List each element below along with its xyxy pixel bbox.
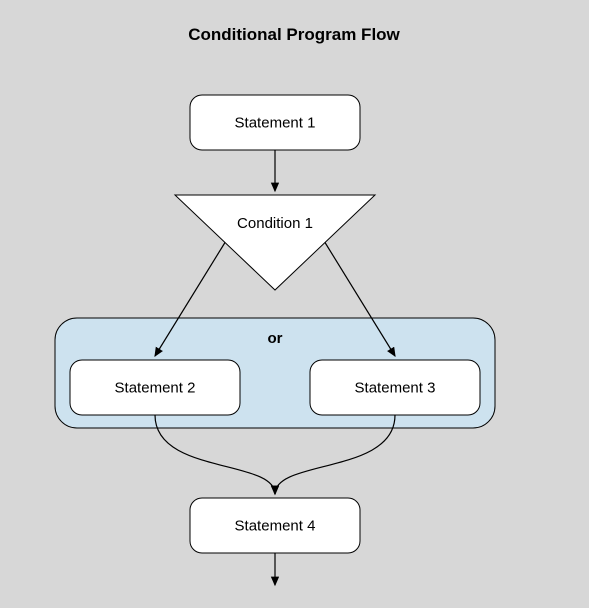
node-statement-4-label: Statement 4 (235, 517, 316, 534)
node-statement-2-label: Statement 2 (115, 379, 196, 396)
node-statement-1-label: Statement 1 (235, 114, 316, 131)
node-condition-1-label: Condition 1 (237, 215, 313, 232)
flowchart-canvas: Conditional Program Flow or Statement 1 … (0, 0, 589, 608)
or-label: or (268, 330, 283, 347)
diagram-title: Conditional Program Flow (188, 25, 400, 44)
node-statement-3-label: Statement 3 (355, 379, 436, 396)
